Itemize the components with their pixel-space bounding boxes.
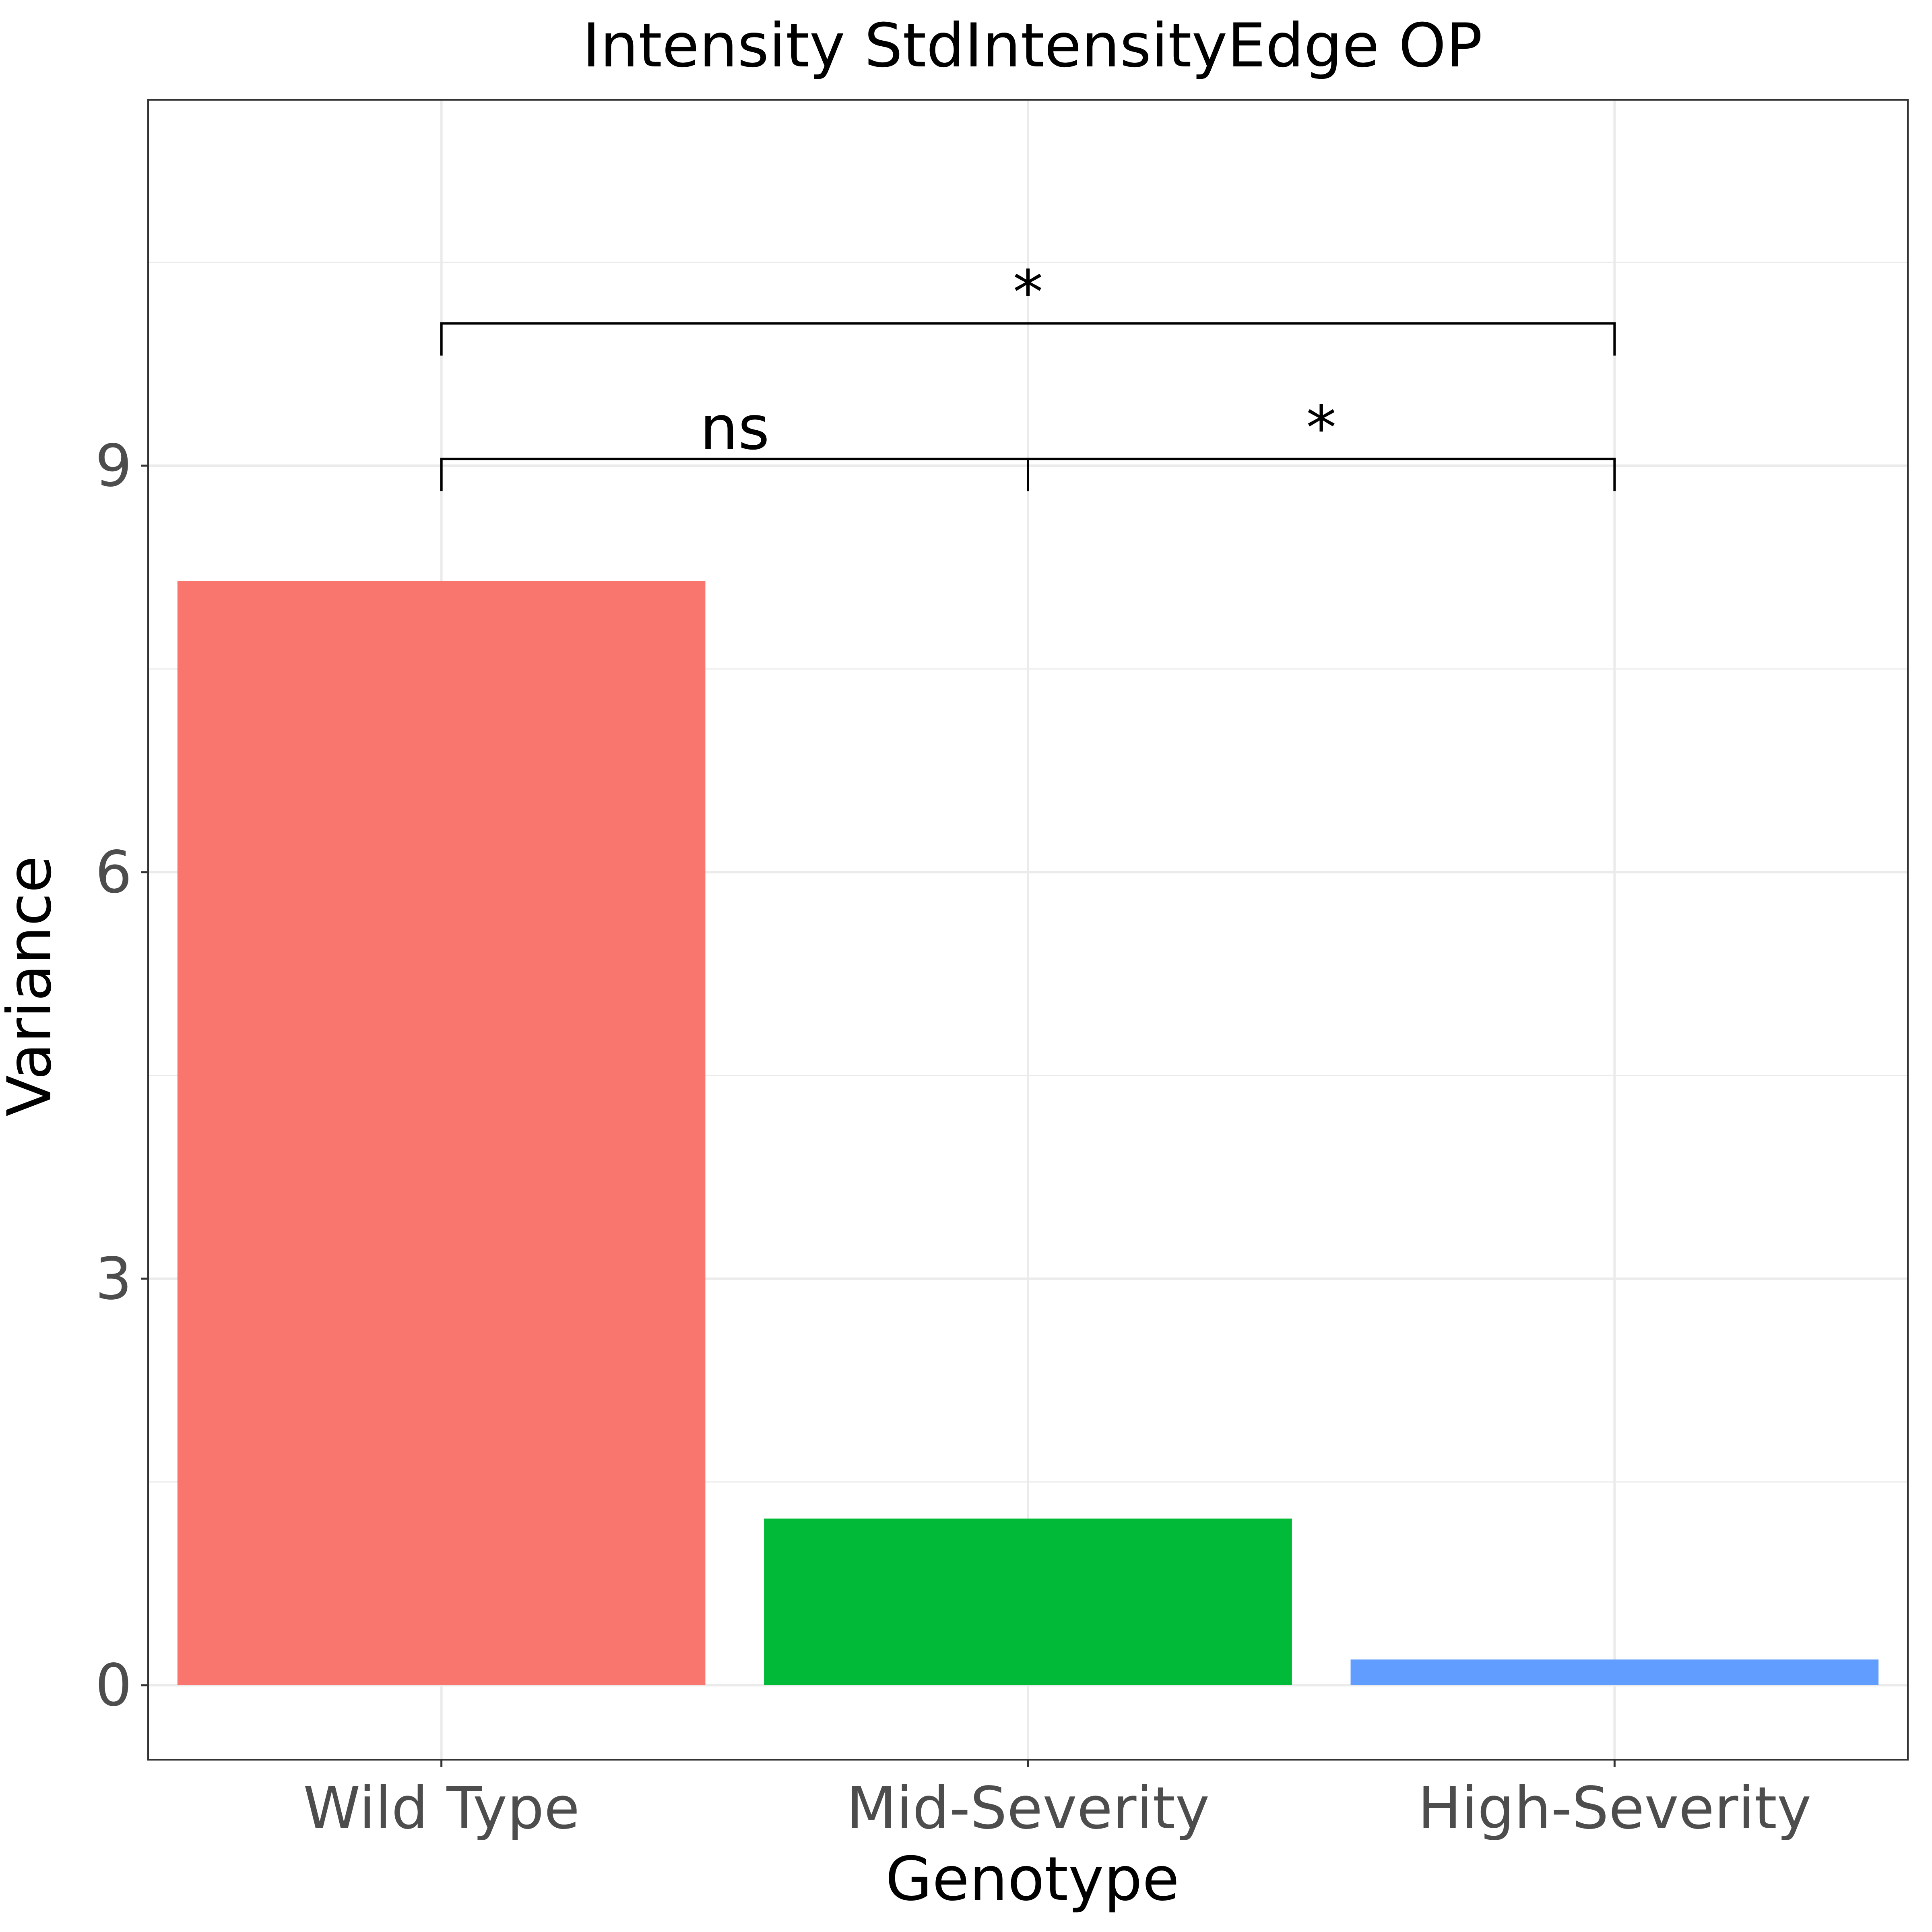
bar-high-severity [1350,1659,1879,1685]
x-tick-label: Wild Type [303,1774,580,1842]
y-tick-label: 0 [95,1651,132,1719]
significance-label: ns [700,393,770,463]
x-tick-label: Mid-Severity [846,1774,1210,1842]
x-axis-title: Genotype [886,1844,1179,1914]
bar-mid-severity [764,1518,1292,1685]
y-tick-label: 6 [95,838,132,906]
chart-title: Intensity StdIntensityEdge OP [582,11,1482,81]
significance-bracket [1027,458,1616,491]
significance-bracket [440,322,1616,356]
significance-label: * [1013,258,1043,328]
y-tick-label: 9 [95,432,132,500]
bar-wild-type [177,581,706,1685]
plot-panel: 0 3 6 9 Wild Type Mid-Severity High-Severity ns… [95,99,1909,1842]
significance-label: * [1306,393,1336,463]
y-tick-label: 3 [95,1245,132,1313]
y-axis-title: Variance [0,856,65,1117]
x-tick-label: High-Severity [1418,1774,1812,1842]
